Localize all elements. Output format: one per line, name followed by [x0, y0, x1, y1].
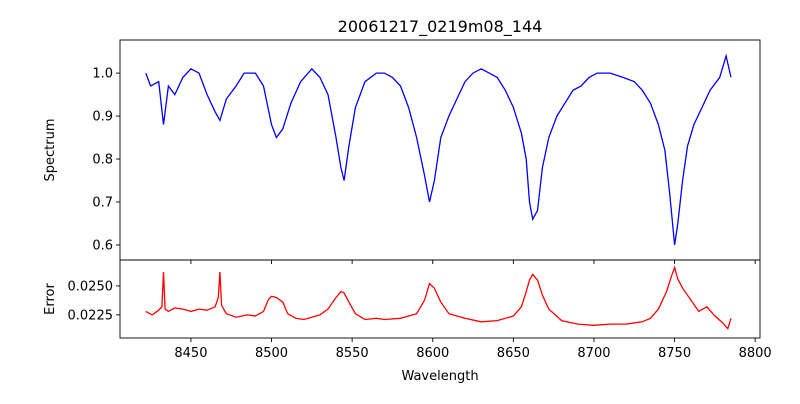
error-axes-frame — [119, 259, 761, 339]
x-tick-label: 8750 — [658, 346, 691, 361]
spectrum-y-tick-label: 0.6 — [92, 238, 113, 253]
x-tick-label: 8550 — [336, 346, 369, 361]
error-y-label: Error — [43, 283, 58, 315]
x-tick-label: 8450 — [174, 346, 207, 361]
x-tick-label: 8700 — [577, 346, 610, 361]
spectrum-panel: 0.6 0.7 0.8 0.9 1.0 Spectrum — [43, 39, 761, 264]
x-tick-label: 8500 — [255, 346, 288, 361]
spectrum-y-tick-label: 0.8 — [92, 153, 113, 168]
spectrum-y-tick-label: 1.0 — [92, 67, 113, 82]
spectrum-y-label: Spectrum — [43, 119, 58, 182]
error-y-tick-label: 0.0225 — [68, 308, 114, 323]
spectrum-series-line — [145, 53, 732, 246]
error-panel: 0.0225 0.0250 8450 8500 8550 8600 8650 8700 875… — [43, 259, 772, 384]
x-tick-label: 8650 — [497, 346, 530, 361]
x-axis-label: Wavelength — [401, 369, 478, 384]
chart-title: 20061217_0219m08_144 — [338, 17, 543, 37]
error-series-line — [145, 265, 732, 331]
x-tick-label: 8600 — [416, 346, 449, 361]
x-tick-label: 8800 — [739, 346, 772, 361]
spectrum-y-tick-label: 0.7 — [92, 195, 113, 210]
spectrum-y-tick-label: 0.9 — [92, 110, 113, 125]
error-y-tick-label: 0.0250 — [68, 279, 114, 294]
spectrum-axes-frame — [119, 39, 761, 261]
